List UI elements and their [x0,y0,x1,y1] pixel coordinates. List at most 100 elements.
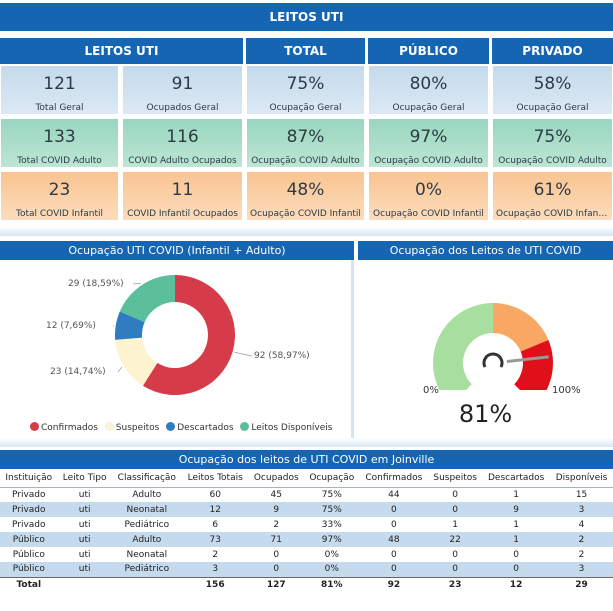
table-row: Privado uti Pediátrico 6 2 33% 0 1 1 4 [0,517,613,532]
kpi-value: 58% [533,74,572,94]
gauge-max-label: 100% [552,385,581,396]
table-cell: 3 [550,562,613,577]
header-leitos-uti: LEITOS UTI [0,38,243,64]
kpi-label: COVID Infantil Ocupados [127,209,238,219]
kpi-value: 23 [48,180,71,200]
table-cell: 9 [248,502,305,517]
kpi-label: Ocupação Geral [516,103,589,113]
table-cell: 60 [209,489,221,500]
kpi-card: 133 Total COVID Adulto [0,118,119,168]
table-cell: 73 [181,532,249,547]
column-header: Confirmados [359,469,429,488]
table-total-cell: 81% [304,576,360,592]
kpi-value: 87% [286,127,325,147]
table-cell: 0% [324,549,339,560]
column-header: Disponíveis [550,469,613,488]
kpi-card: 48% Ocupação COVID Infantil [246,171,365,221]
table-total-cell: 29 [550,576,613,592]
table-cell: 33% [321,519,342,530]
donut-slice-leitos-disponíveis[interactable] [119,275,175,323]
kpi-label: Ocupação COVID Infantil [373,209,484,219]
kpi-value: 75% [533,127,572,147]
table-row: Público uti Adulto 73 71 97% 48 22 1 2 [0,532,613,547]
donut-slice-descartados[interactable] [115,311,145,340]
column-header: Ocupados [248,469,305,488]
kpi-value: 97% [409,127,448,147]
table-cell: 75% [304,502,360,517]
kpi-card: 80% Ocupação Geral [368,65,489,115]
table-cell: 1 [482,532,551,547]
header-privado: PRIVADO [492,38,613,64]
kpi-card: 91 Ocupados Geral [122,65,243,115]
gauge-segment-mid [493,303,549,352]
table-cell: 75% [321,489,342,500]
donut-chart: 92 (58,97%) 23 (14,74%) 12 (7,69%) 29 (18,5… [46,275,310,395]
table-cell: uti [57,502,112,517]
legend-dot-icon [104,422,114,431]
table-cell: 1 [513,519,519,530]
table-cell: 4 [578,519,585,530]
table-cell: 2 [273,519,280,530]
legend-item-descartados: Descartados [166,422,234,433]
table-cell: 0 [248,562,305,577]
legend-dot-icon [166,422,176,431]
kpi-card: 23 Total COVID Infantil [0,171,119,221]
legend-label: Descartados [177,423,234,433]
table-cell: uti [57,532,112,547]
donut-data-label: 29 (18,59%) [68,279,124,289]
kpi-value: 11 [171,180,194,200]
kpi-card: 58% Ocupação Geral [492,65,613,115]
table-title: Ocupação dos leitos de UTI COVID em Join… [0,450,613,469]
table-cell: 44 [388,489,400,500]
table-cell: 0 [390,519,397,530]
table-cell: Adulto [132,489,162,500]
header-publico: PÚBLICO [368,38,489,64]
kpi-label: Total Geral [35,103,84,113]
gauge-value: 81% [458,400,513,428]
donut-data-label: 92 (58,97%) [254,351,310,361]
table-cell: 6 [212,519,219,530]
column-header: Ocupação [304,469,360,488]
table-total-cell: 92 [359,576,429,592]
table-cell: 1 [513,489,519,500]
table-cell: 9 [482,502,551,517]
donut-panel: 92 (58,97%) 23 (14,74%) 12 (7,69%) 29 (18,5… [0,260,354,442]
table-cell: uti [78,489,91,500]
kpi-value: 75% [286,74,325,94]
donut-slice-suspeitos[interactable] [115,337,158,386]
kpi-label: Ocupação COVID Infantil ... [496,209,612,219]
gauge-needle [506,355,549,363]
gauge-title: Ocupação dos Leitos de UTI COVID [358,241,613,260]
table-total-cell: 156 [181,576,249,592]
kpi-card: 11 COVID Infantil Ocupados [122,171,243,221]
donut-leader-line [117,366,123,373]
table-cell: 2 [212,549,219,560]
table-cell: Pediátrico [124,519,170,530]
table-cell: Adulto [111,532,182,547]
kpi-card: 75% Ocupação COVID Adulto [492,118,613,168]
table-total-cell: 23 [428,576,483,592]
divider [0,438,613,447]
kpi-value: 116 [166,127,199,147]
table-total-cell: 12 [482,576,551,592]
table-cell: uti [78,519,91,530]
kpi-label: Ocupação COVID Infantil [250,209,361,219]
column-header: Classificação [111,469,182,488]
donut-slice-confirmados[interactable] [142,275,236,395]
donut-title: Ocupação UTI COVID (Infantil + Adulto) [0,241,354,260]
table-cell: uti [57,562,112,577]
table-cell: Público [0,532,58,547]
kpi-label: Total COVID Adulto [17,156,102,166]
kpi-value: 121 [43,74,76,94]
divider [0,226,613,236]
table-cell: 3 [550,502,613,517]
table-cell: Neonatal [126,549,168,560]
table-cell: Pediátrico [111,562,182,577]
gauge-segment-low [433,303,493,406]
legend-label: Confirmados [41,423,98,433]
kpi-label: Ocupação COVID Adulto [498,156,607,166]
kpi-label: Ocupação COVID Adulto [251,156,360,166]
kpi-value: 61% [533,180,572,200]
kpi-card: 75% Ocupação Geral [246,65,365,115]
table-cell: Privado [0,502,58,517]
